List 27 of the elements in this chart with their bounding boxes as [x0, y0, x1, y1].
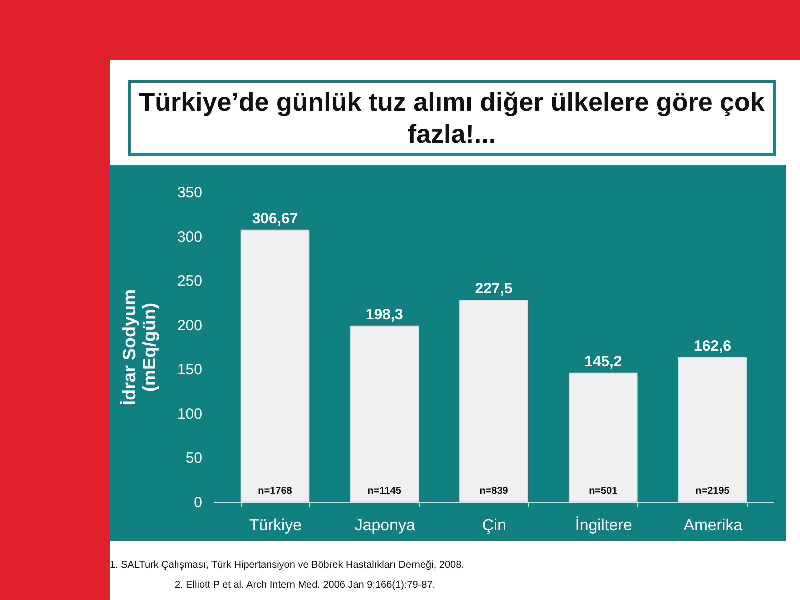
x-tick-label: Türkiye [250, 518, 302, 534]
data-label: 198,3 [366, 306, 404, 324]
y-tick-label: 150 [177, 362, 202, 379]
y-tick-label: 100 [177, 406, 202, 423]
data-label: 306,67 [252, 210, 298, 228]
chart-title: Türkiye’de günlük tuz alımı diğer ülkelere göre çok fazla!... [128, 80, 776, 156]
annotation: n=501 [589, 486, 618, 497]
y-tick-label: 350 [177, 184, 202, 202]
x-tick-label: İngiltere [575, 516, 632, 534]
data-label: 145,2 [584, 353, 622, 370]
y-axis-title: İdrar Sodyum (mEq/gün) [119, 289, 160, 406]
y-tick-label: 50 [186, 450, 202, 468]
x-tick-label: Amerika [684, 518, 743, 534]
text: 1. SALTurk Çalışması, Türk Hipertansiyon ve Böbrek Hastalıkları Derneği, 2008. [110, 560, 466, 571]
y-tick-label: 0 [194, 494, 202, 512]
y-tick-label: 200 [177, 317, 202, 334]
x-tick-label: Çin [482, 518, 507, 534]
y-tick-label: 250 [177, 273, 202, 290]
y-tick-label: 300 [177, 228, 202, 246]
annotation: n=2195 [696, 486, 730, 497]
text: 2. Elliott P et al. Arch Intern Med. 2006 Jan 9;166(1):79-87. [174, 580, 437, 591]
x-tick-label: Japonya [354, 518, 416, 534]
data-label: 227,5 [475, 280, 513, 298]
annotation: n=1768 [258, 486, 293, 497]
annotation: n=1145 [368, 486, 402, 497]
annotation: n=839 [480, 486, 509, 497]
data-label: 162,6 [694, 338, 732, 355]
